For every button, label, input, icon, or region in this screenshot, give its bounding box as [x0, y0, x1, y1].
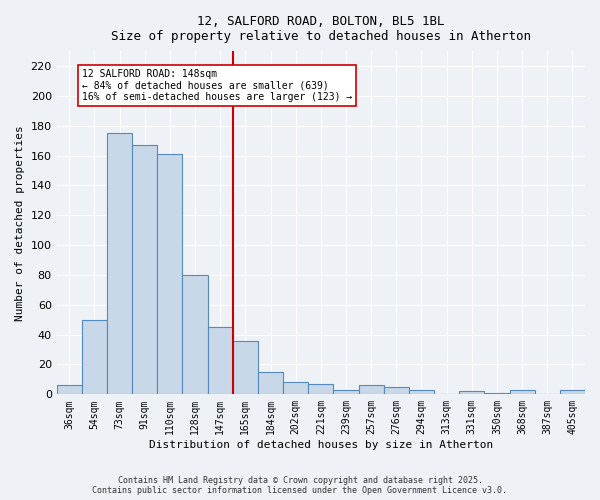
Bar	[384, 387, 409, 394]
Bar	[459, 392, 484, 394]
Bar	[409, 390, 434, 394]
Bar	[182, 275, 208, 394]
Bar	[107, 133, 132, 394]
Bar	[258, 372, 283, 394]
Bar	[359, 386, 384, 394]
Bar	[334, 390, 359, 394]
Title: 12, SALFORD ROAD, BOLTON, BL5 1BL
Size of property relative to detached houses i: 12, SALFORD ROAD, BOLTON, BL5 1BL Size o…	[111, 15, 531, 43]
Text: Contains HM Land Registry data © Crown copyright and database right 2025.
Contai: Contains HM Land Registry data © Crown c…	[92, 476, 508, 495]
Bar	[132, 145, 157, 394]
Bar	[560, 390, 585, 394]
Bar	[484, 393, 509, 394]
X-axis label: Distribution of detached houses by size in Atherton: Distribution of detached houses by size …	[149, 440, 493, 450]
Text: 12 SALFORD ROAD: 148sqm
← 84% of detached houses are smaller (639)
16% of semi-d: 12 SALFORD ROAD: 148sqm ← 84% of detache…	[82, 69, 352, 102]
Bar	[208, 327, 233, 394]
Bar	[82, 320, 107, 394]
Bar	[308, 384, 334, 394]
Bar	[233, 340, 258, 394]
Bar	[509, 390, 535, 394]
Bar	[283, 382, 308, 394]
Bar	[56, 386, 82, 394]
Y-axis label: Number of detached properties: Number of detached properties	[15, 125, 25, 320]
Bar	[157, 154, 182, 394]
